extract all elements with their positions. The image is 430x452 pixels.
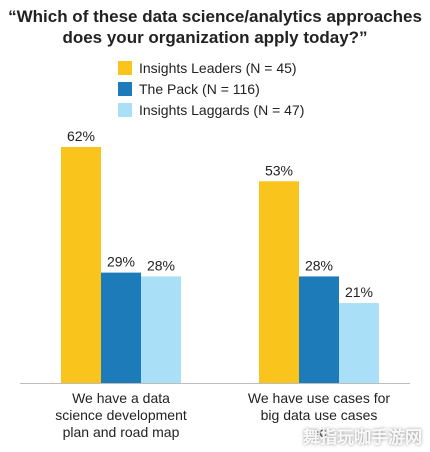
category-label-1-line-2: science development (55, 407, 187, 423)
legend-item-leaders: Insights Leaders (N = 45) (118, 57, 304, 78)
bar-laggards-group-1 (141, 276, 181, 383)
category-label-2-line-2: big data use cases (261, 407, 378, 423)
legend-swatch-leaders (118, 60, 132, 75)
bar-pack-group-1 (101, 272, 141, 383)
data-label-leaders-group-2: 53% (265, 162, 293, 178)
bar-leaders-group-2 (259, 181, 299, 383)
legend-label-leaders: Insights Leaders (N = 45) (139, 59, 297, 76)
legend: Insights Leaders (N = 45) The Pack (N = … (118, 57, 304, 120)
bar-pack-group-2 (299, 276, 339, 383)
bar-leaders-group-1 (61, 147, 101, 383)
watermark: 舞指玩咖手游网 (303, 428, 422, 448)
legend-item-laggards: Insights Laggards (N = 47) (118, 99, 304, 120)
legend-label-pack: The Pack (N = 116) (139, 80, 260, 97)
legend-swatch-laggards (118, 102, 132, 117)
data-label-laggards-group-1: 28% (147, 257, 175, 273)
legend-label-laggards: Insights Laggards (N = 47) (139, 101, 305, 118)
category-label-1-line-1: We have a data (72, 390, 170, 406)
data-label-laggards-group-2: 21% (345, 284, 373, 300)
category-label-1-line-3: plan and road map (63, 424, 180, 440)
category-label-2-line-3: ac (312, 424, 327, 440)
data-label-leaders-group-1: 62% (67, 128, 95, 144)
chart-title: “Which of these data science/analytics a… (0, 6, 430, 48)
chart-title-line-1: “Which of these data science/analytics a… (8, 7, 422, 26)
legend-item-pack: The Pack (N = 116) (118, 78, 304, 99)
data-label-pack-group-2: 28% (305, 257, 333, 273)
category-label-2-line-1: We have use cases for (248, 390, 390, 406)
bar-laggards-group-2 (339, 303, 379, 383)
legend-swatch-pack (118, 81, 132, 96)
data-label-pack-group-1: 29% (107, 254, 135, 270)
chart-title-line-2: does your organization apply today?” (62, 28, 368, 47)
